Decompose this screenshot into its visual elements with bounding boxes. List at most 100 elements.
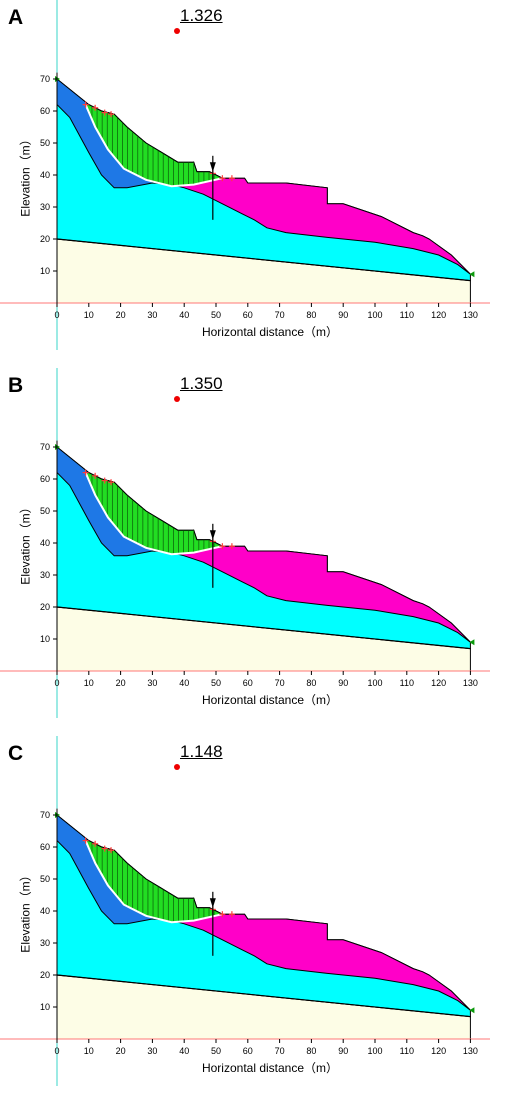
end-marker-icon [469, 1007, 475, 1014]
x-tick-label: 100 [367, 678, 382, 688]
slip-surface [84, 840, 223, 924]
panel-letter: B [8, 374, 24, 397]
x-tick-label: 20 [116, 678, 126, 688]
x-tick-label: 30 [147, 678, 157, 688]
x-tick-label: 20 [116, 1046, 126, 1056]
x-tick-label: 10 [84, 1046, 94, 1056]
x-axis-label: Horizontal distance（m） [201, 1061, 339, 1075]
y-tick-label: 20 [40, 234, 50, 244]
slip-surface [84, 104, 223, 188]
x-tick-label: 110 [400, 678, 414, 688]
x-tick-label: 0 [54, 1046, 59, 1056]
y-tick-label: 20 [40, 602, 50, 612]
x-tick-label: 90 [338, 678, 348, 688]
y-tick-label: 70 [40, 74, 50, 84]
panel-b: 0 10 20 30 40 50 60 70 80 90 100 110 120 130 10 20 30 40 5… [0, 368, 505, 740]
x-tick-label: 70 [275, 678, 285, 688]
slope-diagram: 0 10 20 30 40 50 60 70 80 90 100 110 120 130 10 20 30 40 5… [0, 0, 490, 350]
x-tick-label: 30 [147, 1046, 157, 1056]
arrow-icon [209, 162, 216, 172]
arrow-icon [209, 898, 216, 908]
y-tick-label: 40 [40, 170, 50, 180]
panel-letter: C [8, 742, 24, 765]
y-axis-label: Elevation（m） [18, 133, 33, 217]
x-tick-label: 110 [400, 310, 414, 320]
y-tick-label: 70 [40, 442, 50, 452]
factor-of-safety-label: 1.326 [180, 6, 223, 25]
y-tick-label: 40 [40, 906, 50, 916]
factor-of-safety-label: 1.350 [180, 374, 223, 393]
y-tick-label: 30 [40, 938, 50, 948]
y-tick-label: 70 [40, 810, 50, 820]
slip-center-dot [174, 396, 180, 402]
base-boundary [56, 606, 471, 650]
end-marker-icon [469, 639, 475, 646]
x-tick-label: 70 [275, 1046, 285, 1056]
slip-center-dot [174, 28, 180, 34]
y-tick-label: 50 [40, 138, 50, 148]
x-axis-label: Horizontal distance（m） [201, 325, 339, 339]
x-tick-label: 130 [463, 310, 478, 320]
arrow-icon [209, 530, 216, 540]
x-tick-label: 130 [463, 678, 478, 688]
magenta-layer [170, 897, 471, 1011]
y-axis-label-wrap: Elevation（m） [10, 428, 40, 658]
x-axis-label: Horizontal distance（m） [201, 693, 339, 707]
y-tick-label: 60 [40, 842, 50, 852]
y-tick-label: 40 [40, 538, 50, 548]
x-tick-label: 0 [54, 310, 59, 320]
x-tick-label: 40 [179, 310, 189, 320]
x-tick-label: 110 [400, 1046, 414, 1056]
slip-center-dot [174, 764, 180, 770]
x-tick-label: 20 [116, 310, 126, 320]
x-tick-label: 80 [306, 678, 316, 688]
x-tick-label: 120 [431, 678, 446, 688]
x-tick-label: 120 [431, 1046, 446, 1056]
x-tick-label: 100 [367, 1046, 382, 1056]
base-boundary [56, 974, 471, 1018]
x-tick-label: 10 [84, 310, 94, 320]
y-tick-label: 30 [40, 570, 50, 580]
y-axis-label-wrap: Elevation（m） [10, 796, 40, 1026]
x-tick-label: 80 [306, 1046, 316, 1056]
y-tick-label: 10 [40, 634, 50, 644]
slope-diagram: 0 10 20 30 40 50 60 70 80 90 100 110 120 130 10 20 30 40 5… [0, 736, 490, 1086]
panel-c: 0 10 20 30 40 50 60 70 80 90 100 110 120 130 10 20 30 40 5… [0, 736, 505, 1108]
x-tick-label: 60 [243, 310, 253, 320]
y-tick-label: 50 [40, 506, 50, 516]
x-tick-label: 90 [338, 310, 348, 320]
panel-a: 0 10 20 30 40 50 60 70 80 90 100 110 120 130 10 20 30 40 5… [0, 0, 505, 372]
y-axis-label-wrap: Elevation（m） [10, 60, 40, 290]
magenta-layer [170, 161, 471, 275]
x-tick-label: 80 [306, 310, 316, 320]
slice-lines [91, 106, 215, 187]
panel-letter: A [8, 6, 24, 29]
y-tick-label: 60 [40, 474, 50, 484]
x-tick-label: 60 [243, 1046, 253, 1056]
y-tick-label: 30 [40, 202, 50, 212]
magenta-layer [170, 529, 471, 643]
x-tick-label: 70 [275, 310, 285, 320]
slice-lines [91, 842, 215, 923]
x-tick-label: 60 [243, 678, 253, 688]
y-tick-label: 20 [40, 970, 50, 980]
x-tick-label: 50 [211, 310, 221, 320]
x-tick-label: 40 [179, 678, 189, 688]
y-axis-label: Elevation（m） [18, 501, 33, 585]
x-tick-label: 0 [54, 678, 59, 688]
x-tick-label: 90 [338, 1046, 348, 1056]
x-tick-label: 50 [211, 678, 221, 688]
x-tick-label: 10 [84, 678, 94, 688]
y-tick-label: 10 [40, 1002, 50, 1012]
y-tick-label: 60 [40, 106, 50, 116]
slip-surface [84, 472, 223, 556]
end-marker-icon [469, 271, 475, 278]
x-tick-label: 120 [431, 310, 446, 320]
slope-diagram: 0 10 20 30 40 50 60 70 80 90 100 110 120 130 10 20 30 40 5… [0, 368, 490, 718]
y-tick-label: 50 [40, 874, 50, 884]
y-tick-label: 10 [40, 266, 50, 276]
x-tick-label: 40 [179, 1046, 189, 1056]
x-tick-label: 100 [367, 310, 382, 320]
x-tick-label: 130 [463, 1046, 478, 1056]
y-axis-label: Elevation（m） [18, 869, 33, 953]
